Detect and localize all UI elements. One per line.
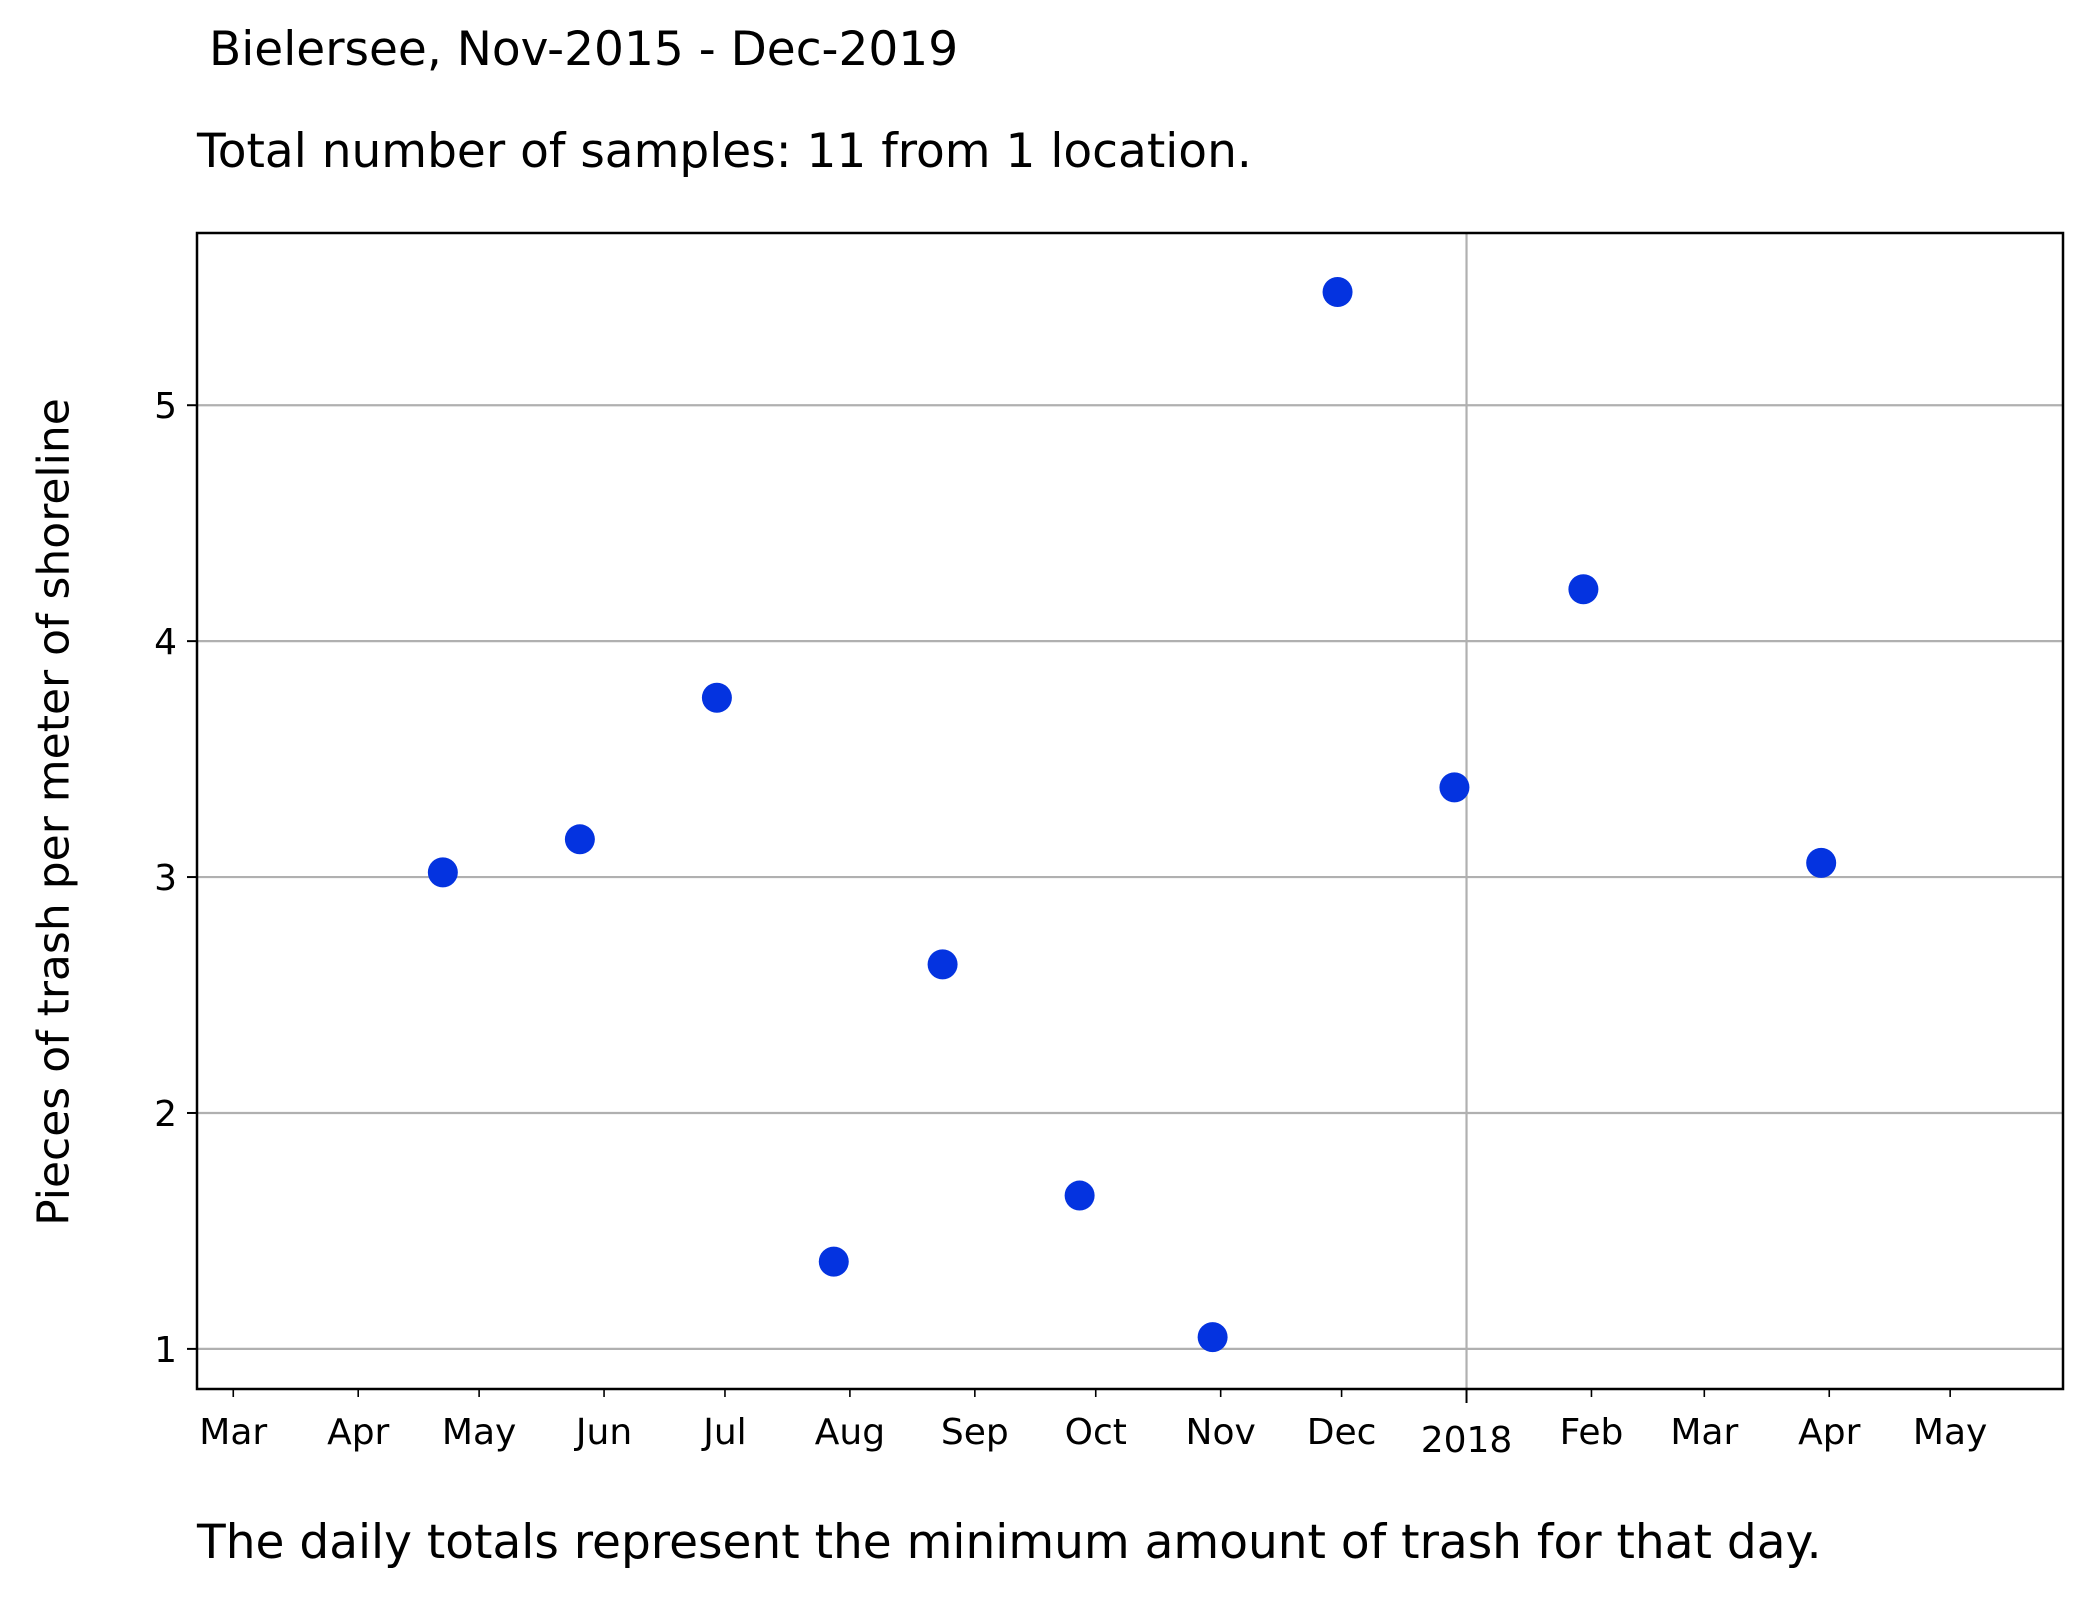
x-tick-label: 2018 (1421, 1420, 1513, 1461)
y-tick-label: 2 (154, 1094, 177, 1135)
y-tick-label: 4 (154, 622, 177, 663)
x-tick-label: Apr (1798, 1412, 1860, 1453)
y-tick-label: 1 (154, 1330, 177, 1371)
data-point (427, 857, 458, 888)
y-tick-label: 3 (154, 858, 177, 899)
data-point (1439, 772, 1470, 803)
chart-subtitle: Total number of samples: 11 from 1 locat… (197, 124, 1252, 179)
data-point (1568, 574, 1599, 605)
x-tick-label: Aug (815, 1412, 885, 1453)
x-tick-label: Oct (1065, 1412, 1127, 1453)
data-point (701, 682, 732, 713)
x-tick-label: Apr (327, 1412, 389, 1453)
data-point (1064, 1180, 1095, 1211)
axis-ticks: 1 2 3 4 5 Mar Apr May Jun Jul Aug Sep Oct Nov Dec 2018 F… (154, 386, 1987, 1461)
x-tick-label: Jul (701, 1412, 746, 1453)
x-tick-label: May (442, 1412, 516, 1453)
data-point (1322, 276, 1353, 307)
data-point (818, 1246, 849, 1277)
data-point (564, 824, 595, 855)
chart-footnote: The daily totals represent the minimum a… (197, 1515, 1822, 1570)
x-tick-label: Dec (1307, 1412, 1377, 1453)
x-tick-label: Jun (574, 1412, 632, 1453)
data-point (1806, 847, 1837, 878)
y-tick-label: 5 (154, 386, 177, 427)
x-tick-label: Mar (1670, 1412, 1738, 1453)
x-tick-label: May (1913, 1412, 1987, 1453)
data-point (1197, 1322, 1228, 1353)
data-point (927, 949, 958, 980)
chart-title: Bielersee, Nov-2015 - Dec-2019 (209, 22, 959, 77)
plot-frame (195, 231, 2065, 1391)
x-tick-label: Mar (199, 1412, 267, 1453)
x-tick-label: Sep (941, 1412, 1009, 1453)
grid-lines (197, 233, 2063, 1389)
x-tick-label: Feb (1560, 1412, 1624, 1453)
x-tick-label: Nov (1186, 1412, 1256, 1453)
data-points (427, 276, 1837, 1353)
